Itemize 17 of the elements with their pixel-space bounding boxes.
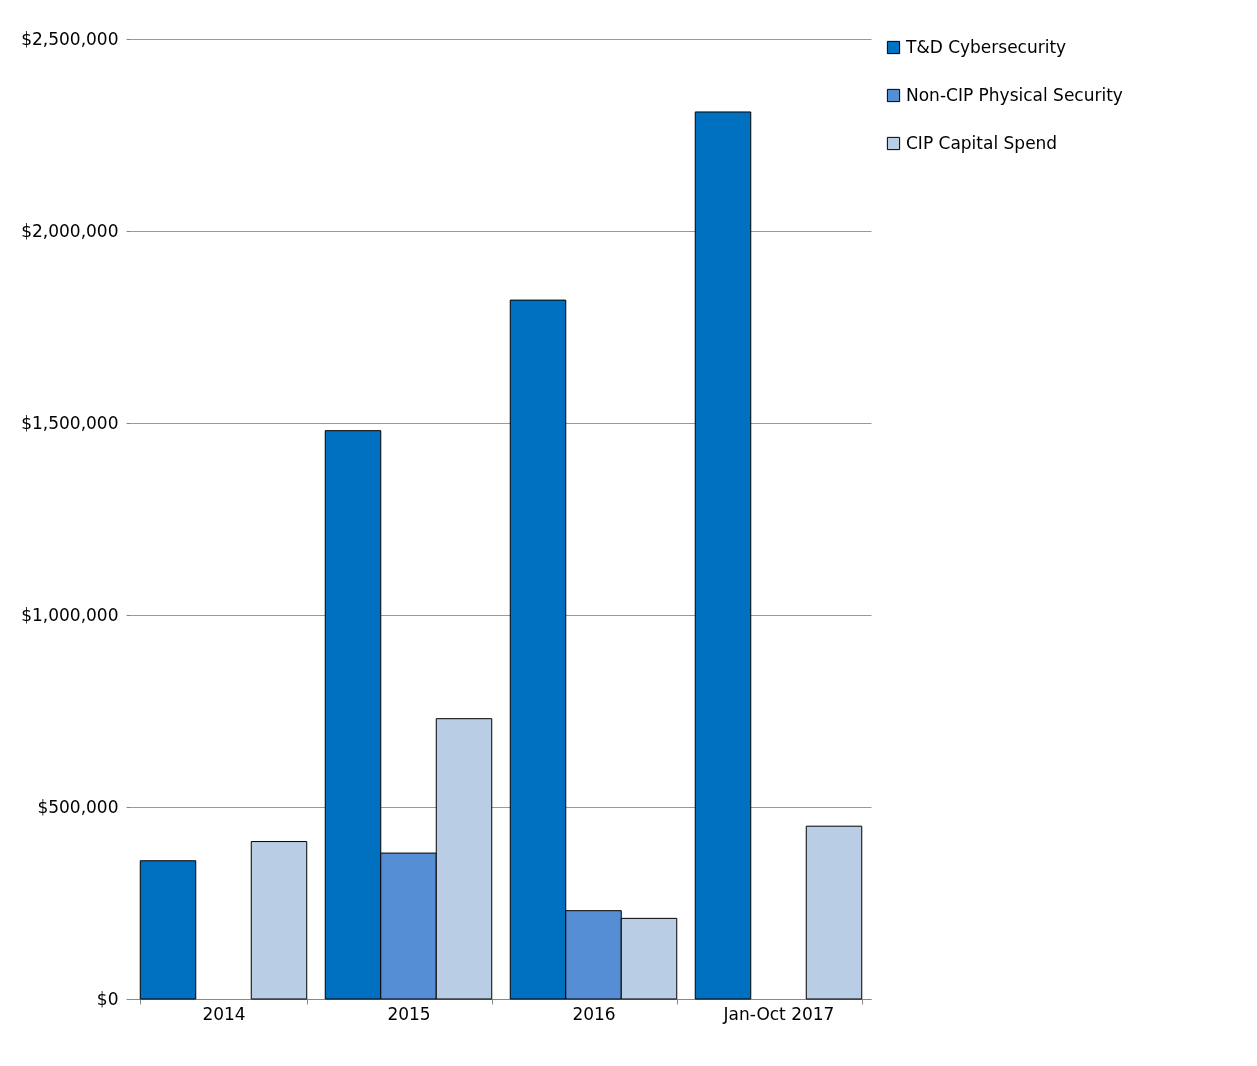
y-tick-label: $0	[96, 988, 119, 1009]
x-tick-label: Jan-Oct 2017	[722, 1003, 835, 1024]
y-tick-label: $2,000,000	[21, 220, 119, 241]
x-tick-label: 2015	[387, 1003, 431, 1024]
bar	[805, 825, 863, 1000]
y-tick-label: $500,000	[37, 796, 119, 817]
x-tick-label: 2014	[202, 1003, 246, 1024]
x-tick-label: 2016	[572, 1003, 616, 1024]
bar	[694, 111, 752, 1000]
legend-label: CIP Capital Spend	[906, 132, 1058, 153]
y-tick-label: $2,500,000	[21, 28, 119, 49]
bar	[250, 841, 308, 1000]
y-tick-label: $1,000,000	[21, 604, 119, 625]
legend-label: T&D Cybersecurity	[905, 36, 1067, 57]
y-tick-label: $1,500,000	[21, 412, 119, 433]
bar	[139, 860, 197, 1000]
legend-label: Non-CIP Physical Security	[906, 84, 1123, 105]
